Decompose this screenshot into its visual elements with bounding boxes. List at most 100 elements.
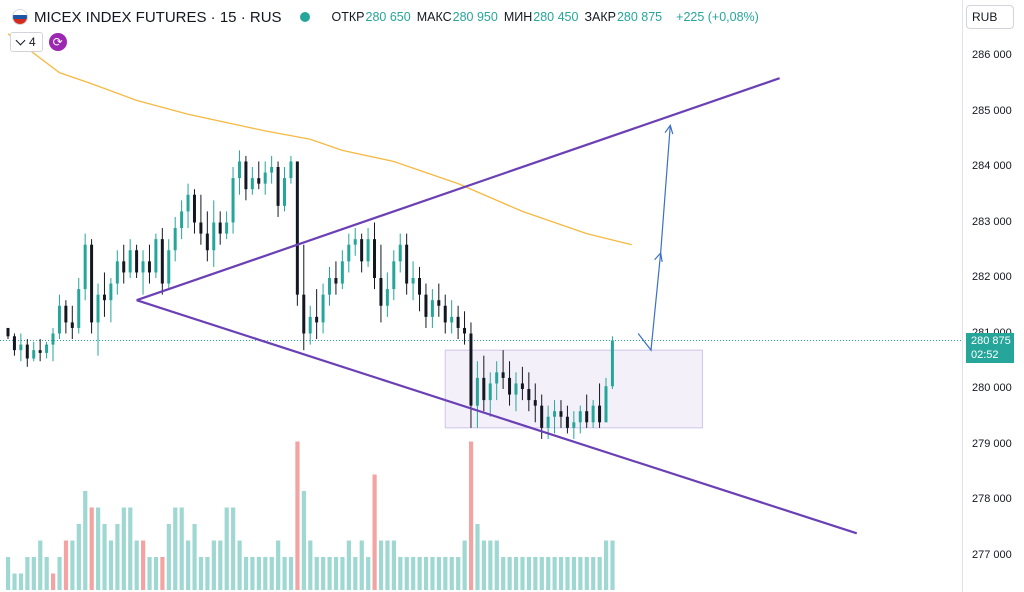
volume-bar xyxy=(520,557,525,590)
volume-bar xyxy=(507,557,512,590)
candle-body xyxy=(141,261,145,273)
volume-bar xyxy=(6,557,11,590)
candle-body xyxy=(186,194,190,212)
candle-body xyxy=(25,344,29,359)
volume-bar xyxy=(57,557,62,590)
volume-bar xyxy=(449,557,454,590)
candle-body xyxy=(308,316,312,334)
candle-body xyxy=(289,161,293,179)
candle-body xyxy=(45,344,49,353)
candle-body xyxy=(77,289,81,328)
candle-body xyxy=(398,244,402,262)
candle-body xyxy=(122,261,126,273)
volume-bar xyxy=(340,557,345,590)
volume-bar xyxy=(89,507,94,590)
forecast-line xyxy=(637,125,671,352)
volume-bar xyxy=(12,573,17,590)
price-tick-label: 282 000 xyxy=(972,271,1012,283)
volume-bar xyxy=(488,540,493,590)
volume-bar xyxy=(462,540,467,590)
refresh-icon[interactable]: ⟳ xyxy=(48,33,67,51)
volume-bar xyxy=(18,573,24,590)
volume-bar xyxy=(256,557,261,590)
volume-bar xyxy=(436,557,442,590)
volume-bar xyxy=(501,557,506,590)
trendlines xyxy=(136,77,858,535)
candle-body xyxy=(373,239,377,278)
volume-bar xyxy=(134,540,139,590)
candle-body xyxy=(347,244,351,262)
high-label: МАКС xyxy=(416,10,452,24)
candle-body xyxy=(443,305,447,323)
candle-body xyxy=(546,416,550,428)
candle-body xyxy=(501,372,505,378)
volume-bar xyxy=(411,557,416,590)
volume-bar xyxy=(584,557,589,590)
volume-bar xyxy=(63,540,69,590)
currency-button[interactable]: RUB xyxy=(966,5,1014,29)
candle-body xyxy=(514,383,518,395)
volume-bar xyxy=(250,557,255,590)
candle-body xyxy=(418,278,422,295)
volume-bar xyxy=(153,557,159,590)
candle-body xyxy=(270,167,274,173)
volume-bar xyxy=(166,524,171,590)
candle-body xyxy=(565,416,569,428)
volume-bar xyxy=(391,540,396,590)
volume-bar xyxy=(591,557,596,590)
candle-body xyxy=(572,422,576,428)
volume-bar xyxy=(276,540,281,590)
volume-bar xyxy=(160,557,165,590)
trendline xyxy=(136,77,780,302)
candle-body xyxy=(585,411,589,423)
price-tick-label: 277 000 xyxy=(972,548,1012,561)
volume-bar xyxy=(288,557,294,590)
volume-bar xyxy=(121,507,126,590)
price-chart[interactable] xyxy=(0,0,962,592)
candle-body xyxy=(212,222,216,251)
price-tick-label: 280 000 xyxy=(972,382,1012,394)
volume-bar xyxy=(398,557,403,590)
candle-body xyxy=(379,278,383,306)
candle-body xyxy=(6,327,10,337)
volume-bar xyxy=(610,540,615,590)
open-label: ОТКР xyxy=(331,10,365,24)
chevron-down-icon xyxy=(15,35,26,46)
candle-body xyxy=(353,239,357,245)
volume-bar xyxy=(481,540,487,590)
volume-bar xyxy=(31,557,36,590)
volume-bar xyxy=(44,557,49,590)
indicator-row: 4 ⟳ xyxy=(10,32,67,52)
low-label: МИН xyxy=(503,10,533,24)
volume-bar xyxy=(417,557,422,590)
ohlc-values: ОТКР 280 650 МАКС 280 950 МИН 280 450 ЗАКР 2… xyxy=(326,10,663,24)
volume-bar xyxy=(366,557,371,590)
price-axis-separator xyxy=(962,0,963,592)
volume-bar xyxy=(321,557,326,590)
candle-body xyxy=(102,294,106,301)
volume-bar xyxy=(443,557,448,590)
candle-body xyxy=(482,377,486,401)
volume-bar xyxy=(327,557,332,590)
candle-body xyxy=(463,327,467,334)
volume-bar xyxy=(346,540,351,590)
volume-bar xyxy=(179,507,184,590)
volume-bar xyxy=(96,507,101,590)
candle-body xyxy=(495,372,499,384)
indicators-toggle-button[interactable]: 4 xyxy=(10,32,43,52)
candle-body xyxy=(360,239,364,262)
candle-body xyxy=(160,239,164,284)
volume-bar xyxy=(115,524,120,590)
volume-bar xyxy=(475,524,480,590)
candle-body xyxy=(553,411,557,417)
volume-bar xyxy=(359,540,364,590)
candle-body xyxy=(405,244,409,284)
symbol-title[interactable]: MICEX INDEX FUTURES · 15 · RUS xyxy=(34,8,282,26)
candle-body xyxy=(276,167,280,206)
candle-body xyxy=(302,294,306,334)
volume-bars xyxy=(6,441,615,590)
candle-body xyxy=(315,316,319,323)
volume-bar xyxy=(546,557,551,590)
volume-bar xyxy=(205,557,210,590)
candle-body xyxy=(385,289,389,306)
